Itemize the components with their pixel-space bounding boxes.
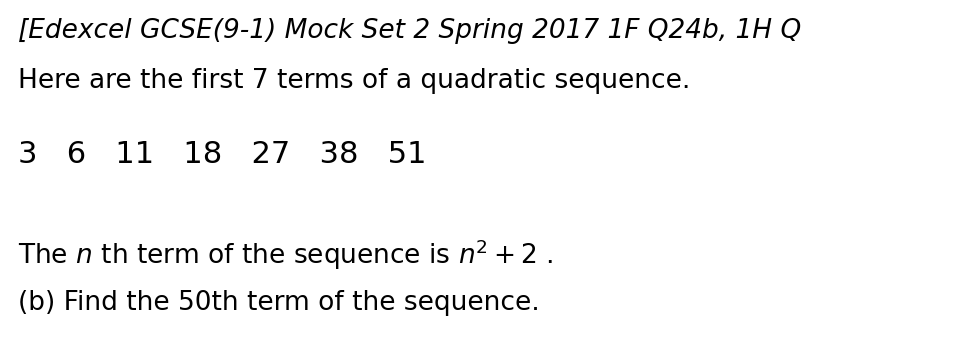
Text: (b) Find the 50th term of the sequence.: (b) Find the 50th term of the sequence. [18,290,539,316]
Text: 3   6   11   18   27   38   51: 3 6 11 18 27 38 51 [18,140,426,169]
Text: The $n$ th term of the sequence is $n^2 + 2$ .: The $n$ th term of the sequence is $n^2 … [18,238,554,273]
Text: [Edexcel GCSE(9-1) Mock Set 2 Spring 2017 1F Q24b, 1H Q: [Edexcel GCSE(9-1) Mock Set 2 Spring 201… [18,18,801,44]
Text: Here are the first 7 terms of a quadratic sequence.: Here are the first 7 terms of a quadrati… [18,68,691,94]
